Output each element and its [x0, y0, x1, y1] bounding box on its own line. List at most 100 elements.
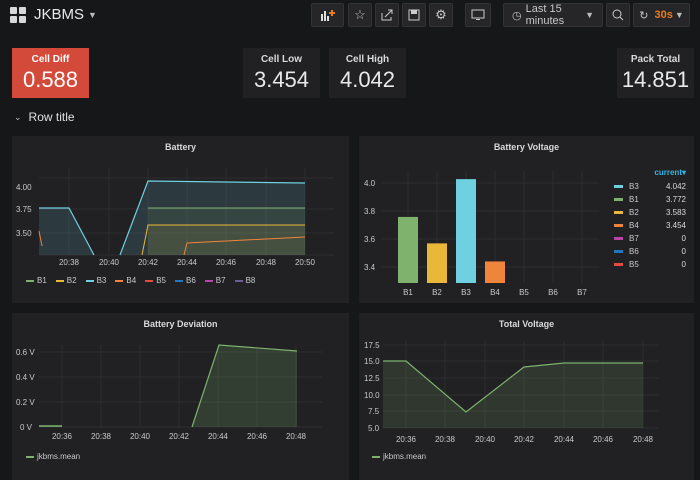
time-picker[interactable]: ◷ Last 15 minutes ▼	[503, 3, 603, 27]
table-row[interactable]: B7 0	[614, 232, 686, 245]
search-icon	[612, 9, 624, 21]
refresh-interval: 30s	[654, 9, 673, 21]
panel-battery-deviation[interactable]: Battery Deviation 0.6 V 0.4 V 0.2 V 0 V …	[12, 313, 349, 480]
dashboard-title[interactable]: JKBMS	[34, 6, 85, 23]
view-mode-button[interactable]	[465, 3, 491, 27]
stat-value: 3.454	[253, 67, 310, 92]
stat-cell-diff[interactable]: Cell Diff 0.588	[12, 48, 89, 98]
stat-label: Cell Low	[260, 54, 303, 65]
legend-item-mean[interactable]: jkbms.mean	[372, 452, 426, 461]
share-icon	[381, 9, 393, 21]
stat-pack-total[interactable]: Pack Total 14.851	[617, 48, 694, 98]
x-tick-label: B6	[548, 288, 558, 297]
legend-item-B2[interactable]: B2	[55, 276, 77, 285]
star-button[interactable]: ☆	[348, 3, 372, 27]
save-button[interactable]	[402, 3, 426, 27]
x-tick-label: 20:40	[99, 258, 120, 267]
top-navbar: JKBMS ▼ ☆ ⚙ ◷ Last 15 minutes ▼ ↻ 30s ▼	[0, 0, 700, 34]
zoom-out-button[interactable]	[606, 3, 630, 27]
stat-cell-low[interactable]: Cell Low 3.454	[243, 48, 320, 98]
x-tick-label: B3	[461, 288, 471, 297]
chart-legend: jkbms.mean	[372, 452, 426, 461]
series-B3-area	[39, 208, 94, 255]
panel-title: Battery	[164, 142, 196, 152]
x-tick-label: 20:46	[593, 435, 614, 444]
table-row[interactable]: B2 3.583	[614, 206, 686, 219]
y-tick-label: 4.00	[16, 183, 32, 192]
legend-item-B6[interactable]: B6	[174, 276, 196, 285]
x-tick-label: 20:50	[295, 258, 316, 267]
dashboard-picker[interactable]: JKBMS ▼	[10, 6, 97, 23]
stat-value: 4.042	[339, 67, 396, 92]
x-tick-label: 20:36	[52, 432, 73, 441]
table-row[interactable]: B3 4.042	[614, 180, 686, 193]
y-tick-label: 3.8	[364, 207, 376, 216]
bar-B3[interactable]	[456, 179, 476, 283]
add-panel-button[interactable]	[311, 3, 344, 27]
y-tick-label: 3.6	[364, 235, 376, 244]
x-tick-label: B7	[577, 288, 587, 297]
legend-item-B1[interactable]: B1	[26, 276, 47, 285]
row-title: Row title	[28, 110, 75, 124]
table-row[interactable]: B1 3.772	[614, 193, 686, 206]
bar-B2[interactable]	[427, 243, 447, 283]
share-button[interactable]	[375, 3, 399, 27]
settings-button[interactable]: ⚙	[429, 3, 453, 27]
y-tick-label: 0.2 V	[16, 398, 35, 407]
clock-icon: ◷	[512, 9, 522, 22]
battery-deviation-chart: 0.6 V 0.4 V 0.2 V 0 V 20:36 20:38 20:40 …	[16, 344, 322, 441]
panel-battery[interactable]: Battery 4.00 3.75 3.50 20:38 20:40 20:42…	[12, 136, 349, 303]
save-icon	[408, 9, 420, 21]
series-B2-line	[141, 224, 305, 256]
legend-item-B5[interactable]: B5	[145, 276, 166, 285]
table-row[interactable]: B5 0	[614, 258, 686, 271]
table-row[interactable]: B4 3.454	[614, 219, 686, 232]
x-tick-label: 20:40	[130, 432, 151, 441]
x-tick-label: 20:42	[169, 432, 190, 441]
x-tick-label: 20:44	[177, 258, 198, 267]
x-tick-label: 20:48	[286, 432, 307, 441]
total-voltage-chart: 17.5 15.0 12.5 10.0 7.5 5.0 20:36 20:38 …	[364, 341, 659, 444]
series-B3-area	[120, 181, 305, 255]
legend-item-B8[interactable]: B8	[234, 276, 255, 285]
x-tick-label: 20:42	[514, 435, 535, 444]
x-tick-label: 20:44	[554, 435, 575, 444]
x-tick-label: 20:46	[216, 258, 237, 267]
legend-item-B7[interactable]: B7	[204, 276, 226, 285]
series-B3-line	[119, 180, 306, 256]
stat-cell-high[interactable]: Cell High 4.042	[329, 48, 406, 98]
refresh-icon: ↻	[639, 9, 649, 22]
x-tick-label: B1	[403, 288, 413, 297]
series-area	[192, 345, 297, 427]
legend-item-mean[interactable]: jkbms.mean	[26, 452, 80, 461]
dashboards-grid-icon[interactable]	[10, 6, 26, 23]
table-row[interactable]: B6 0	[614, 245, 686, 258]
panel-battery-voltage[interactable]: Battery Voltage 4.0 3.8 3.6 3.4 B1 B2 B3…	[359, 136, 694, 303]
bar-B1[interactable]	[398, 216, 418, 283]
x-tick-label: B4	[490, 288, 500, 297]
caret-down-icon: ▼	[585, 10, 594, 20]
stat-label: Cell Diff	[31, 54, 70, 65]
x-tick-label: 20:42	[138, 258, 159, 267]
x-tick-label: B2	[432, 288, 442, 297]
bar-B4[interactable]	[485, 261, 505, 283]
x-tick-label: 20:36	[396, 435, 417, 444]
panel-total-voltage[interactable]: Total Voltage 17.5 15.0 12.5 10.0 7.5 5.…	[359, 313, 694, 480]
table-header-current[interactable]: current▾	[654, 168, 686, 177]
x-tick-label: 20:38	[91, 432, 112, 441]
row-header[interactable]: ⌄ Row title	[14, 110, 75, 124]
series-B3-line	[39, 207, 95, 256]
stat-value: 14.851	[621, 67, 690, 92]
y-tick-label: 3.4	[364, 263, 376, 272]
legend-item-B3[interactable]: B3	[85, 276, 106, 285]
stat-value: 0.588	[22, 67, 79, 92]
chart-legend: jkbms.mean	[26, 452, 80, 461]
y-tick-label: 4.0	[364, 179, 376, 188]
star-icon: ☆	[354, 7, 366, 22]
legend-item-B4[interactable]: B4	[115, 276, 136, 285]
x-tick-label: 20:44	[208, 432, 229, 441]
y-tick-label: 0 V	[20, 423, 33, 432]
panel-title: Battery Deviation	[143, 319, 218, 329]
refresh-picker[interactable]: ↻ 30s ▼	[633, 3, 690, 27]
y-tick-label: 5.0	[368, 424, 380, 433]
